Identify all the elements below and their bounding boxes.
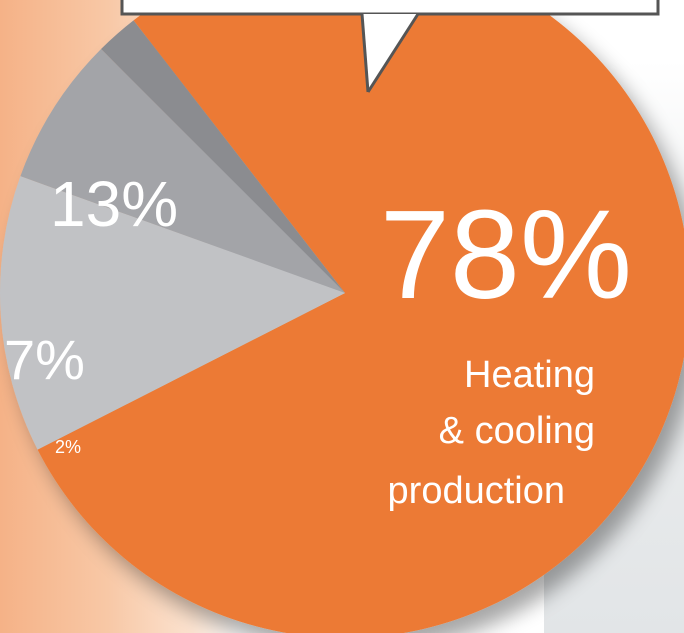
pie-slice-13 [0, 176, 345, 450]
slice-label-78: 78% [380, 184, 632, 325]
pie-slice-7 [20, 49, 345, 294]
callout-box [120, 0, 660, 93]
annotation-text: Heating & cooling production [388, 354, 595, 512]
annotation-line-1: Heating [464, 354, 595, 396]
annotation-line-3: production [388, 470, 565, 512]
slice-label-13: 13% [50, 168, 178, 240]
slice-label-2: 2% [55, 437, 81, 457]
pie-slice-78 [37, 0, 684, 633]
slice-label-7: 7% [4, 328, 85, 391]
pie-slice-2 [101, 20, 345, 294]
slice-labels: 78% 13% 7% 2% [4, 168, 632, 457]
annotation-line-2: & cooling [439, 410, 595, 452]
